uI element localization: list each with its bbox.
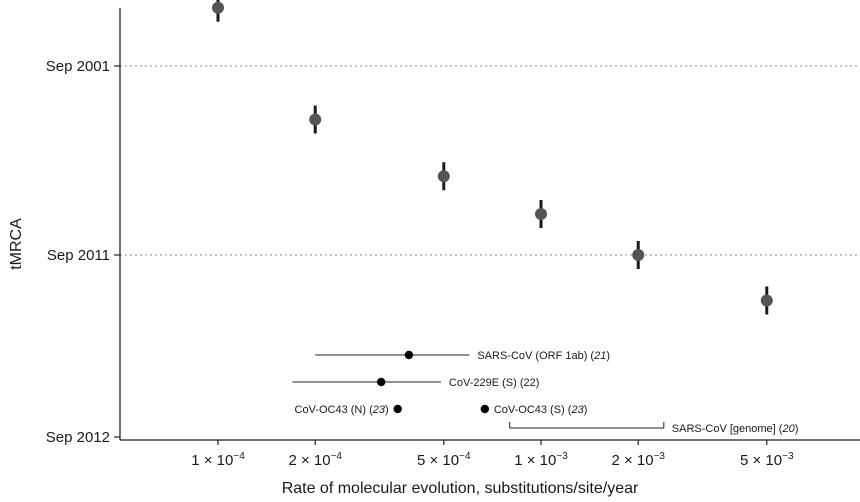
data-point [437, 170, 450, 183]
x-tick-label: 2 × 10−3 [611, 451, 665, 469]
y-ticks: Sep 2001 Sep 2011 Sep 2012 [46, 58, 120, 446]
x-tick-label: 2 × 10−4 [288, 451, 342, 469]
reference-estimate: SARS-CoV [genome] (20) [509, 422, 799, 435]
y-tick-label: Sep 2001 [46, 58, 110, 75]
data-point [309, 113, 322, 126]
reference-point [480, 404, 490, 414]
x-tick-label: 5 × 10−4 [417, 451, 471, 469]
reference-label: CoV-229E (S) (22) [449, 377, 540, 389]
x-tick-label: 5 × 10−3 [740, 451, 794, 469]
reference-point [404, 350, 414, 360]
x-axis-title: Rate of molecular evolution, substitutio… [282, 480, 639, 497]
y-axis-title: tMRCA [8, 218, 25, 270]
data-point [632, 249, 645, 261]
reference-estimates: SARS-CoV (ORF 1ab) (21) CoV-229E (S) (22)… [292, 350, 798, 435]
y-tick-label: Sep 2012 [46, 429, 110, 446]
data-point [760, 294, 773, 307]
axes [119, 8, 860, 441]
x-tick-label: 1 × 10−3 [514, 451, 568, 469]
x-ticks: 1 × 10−4 2 × 10−4 5 × 10−4 1 × 10−3 2 × 10−3… [191, 440, 794, 469]
data-points [212, 0, 773, 315]
reference-label: SARS-CoV (ORF 1ab) (21) [477, 350, 610, 362]
reference-label: SARS-CoV [genome] (20) [672, 423, 799, 435]
y-tick-label: Sep 2011 [47, 247, 110, 264]
reference-label: CoV-OC43 (S) (23) [494, 404, 588, 416]
gridlines [120, 65, 858, 256]
reference-estimate: CoV-OC43 (S) (23) [480, 404, 588, 416]
reference-point [376, 377, 386, 387]
data-point [212, 1, 224, 14]
x-tick-label: 1 × 10−4 [191, 451, 245, 469]
reference-estimate: SARS-CoV (ORF 1ab) (21) [315, 350, 610, 362]
data-point [535, 208, 547, 221]
reference-label: CoV-OC43 (N) (23) [295, 404, 389, 416]
reference-estimate: CoV-OC43 (N) (23) [295, 404, 402, 416]
reference-point [393, 404, 402, 414]
reference-estimate: CoV-229E (S) (22) [292, 377, 539, 389]
